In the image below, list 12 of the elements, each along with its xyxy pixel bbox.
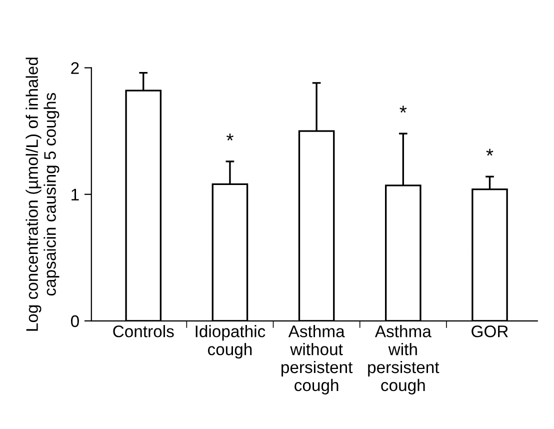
x-tick-label: Idiopathic cough (196, 325, 266, 359)
x-tick-label: Asthma with persistent cough (368, 325, 440, 394)
y-axis-title: Log concentration (µmol/L) of inhaled capsaicin causing 5 coughs (26, 58, 60, 331)
annotation: * (226, 134, 234, 140)
x-tick-label: Controls (113, 325, 174, 338)
annotation: * (486, 148, 494, 156)
annotation: * (400, 106, 407, 113)
y-tick-label: 0 (70, 315, 79, 328)
y-tick-label: 1 (72, 188, 79, 200)
y-tick-label: 2 (71, 62, 79, 74)
x-tick-label: GOR (472, 326, 508, 338)
x-tick-label: Asthma without persistent cough (282, 325, 353, 394)
